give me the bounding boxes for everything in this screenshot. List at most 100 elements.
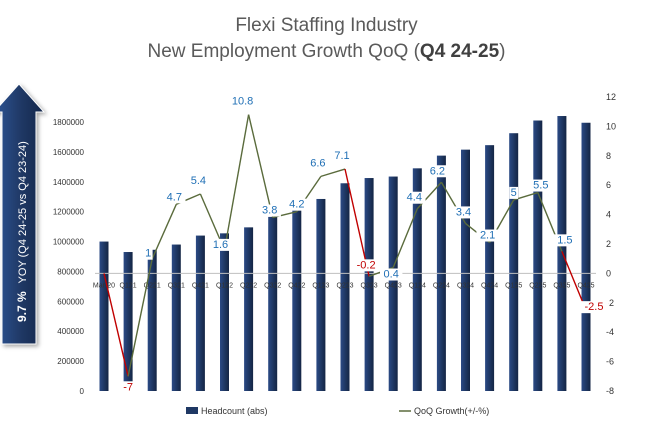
bar bbox=[268, 216, 278, 391]
x-tick-label: Mar-20 bbox=[93, 282, 115, 289]
yoy-arrow-shape bbox=[0, 83, 46, 345]
line-data-label: 1.6 bbox=[213, 239, 228, 251]
y-left-tick: 200000 bbox=[57, 357, 84, 366]
bar bbox=[581, 122, 591, 391]
line-data-label: 5 bbox=[511, 187, 517, 199]
bar bbox=[99, 241, 109, 391]
bar bbox=[195, 235, 205, 391]
x-tick-label: Q225 bbox=[529, 282, 546, 289]
line-data-label: 3.8 bbox=[262, 205, 277, 217]
y-right-tick: 4 bbox=[606, 210, 611, 220]
line-label-bg bbox=[143, 247, 153, 260]
line-segment bbox=[247, 114, 274, 218]
bar bbox=[461, 149, 470, 391]
y-right-tick: 12 bbox=[606, 92, 616, 102]
bar bbox=[533, 120, 543, 391]
bar bbox=[244, 227, 254, 391]
x-tick-label: Q322 bbox=[264, 282, 281, 289]
x-tick-label: Q124 bbox=[409, 282, 426, 289]
line-label-bg bbox=[258, 204, 281, 217]
line-data-label: 0.4 bbox=[384, 269, 399, 281]
line-label-bg bbox=[228, 95, 258, 108]
line-segment bbox=[344, 168, 370, 277]
y-left-tick: 0 bbox=[80, 387, 85, 396]
line-data-label: -0.2 bbox=[357, 259, 376, 271]
line-data-label: 1.5 bbox=[557, 234, 572, 246]
y-right-tick: -2 bbox=[606, 298, 614, 308]
x-tick-label: Q421 bbox=[192, 282, 209, 289]
x-tick-label: Q325 bbox=[553, 282, 570, 289]
line-label-bg bbox=[306, 157, 330, 170]
x-tick-label: Q425 bbox=[577, 282, 594, 289]
line-data-label: -2.5 bbox=[585, 301, 604, 313]
line-data-label: 4.7 bbox=[167, 191, 182, 203]
line-segment bbox=[127, 258, 153, 377]
yoy-callout: 9.7 % YOY (Q4 24-25 vs Q4 23-24) bbox=[0, 83, 46, 345]
line-label-bg bbox=[553, 234, 577, 247]
line-label-bg bbox=[163, 191, 186, 204]
line-label-bg bbox=[509, 186, 519, 199]
line-data-label: 6.6 bbox=[310, 157, 325, 169]
svg-text:9.7 % YOY (Q4 24-25 vs Q: 9.7 % YOY (Q4 24-25 vs Q4 23-24) bbox=[15, 141, 29, 322]
line-data-label: 10.8 bbox=[232, 96, 253, 108]
bar bbox=[340, 183, 350, 391]
line-label-bg bbox=[351, 259, 381, 272]
x-tick-label: Q424 bbox=[481, 282, 498, 289]
y-right-tick: 8 bbox=[606, 151, 611, 161]
line-label-bg bbox=[380, 268, 403, 281]
line-data-label: 5.4 bbox=[191, 175, 206, 187]
line-segment bbox=[561, 251, 587, 311]
line-label-bg bbox=[452, 206, 475, 219]
bar bbox=[364, 178, 374, 391]
line-label-bg bbox=[209, 238, 232, 251]
legend: Headcount (abs) QoQ Growth(+/-%) bbox=[186, 406, 489, 416]
line-data-label: 5.5 bbox=[533, 180, 548, 192]
y-left-tick: 1000000 bbox=[53, 238, 85, 247]
chart-title: Flexi Staffing Industry bbox=[235, 15, 418, 36]
x-tick-label: Q224 bbox=[433, 282, 450, 289]
bar bbox=[316, 198, 326, 391]
line-data-label: 4.4 bbox=[407, 192, 422, 204]
line-data-label: 3.4 bbox=[456, 206, 471, 218]
line-segment bbox=[103, 273, 129, 377]
line-segment bbox=[392, 208, 418, 268]
legend-line-label: QoQ Growth(+/-%) bbox=[414, 406, 489, 416]
yoy-text: YOY (Q4 24-25 vs Q4 23-24) bbox=[17, 141, 29, 283]
line-label-bg bbox=[187, 175, 210, 188]
y-right-tick: -8 bbox=[606, 386, 614, 396]
x-tick-label: Q321 bbox=[168, 282, 185, 289]
line-segment bbox=[320, 168, 346, 178]
line-data-label: 2.1 bbox=[480, 230, 495, 242]
line-label-bg bbox=[285, 198, 308, 211]
legend-bar-label: Headcount (abs) bbox=[201, 406, 268, 416]
bar bbox=[220, 233, 229, 391]
line-label-bg bbox=[120, 381, 136, 394]
line-label-bg bbox=[426, 165, 449, 178]
bar bbox=[171, 244, 181, 391]
line-series bbox=[103, 114, 587, 377]
y-right-tick: 2 bbox=[606, 239, 611, 249]
y-right-tick: -6 bbox=[606, 357, 614, 367]
x-axis-labels: Mar-20 Q121 Q221 Q321 Q421 Q122 Q222 Q322 Q422 Q1… bbox=[93, 282, 595, 289]
x-tick-label: Q122 bbox=[216, 282, 233, 289]
line-data-labels: -7 1 4.7 5.4 1.6 10.8 3.8 4.2 6.6 7.1 -0.2 0.4 4.4 6.… bbox=[120, 95, 609, 394]
bar bbox=[147, 249, 157, 391]
y-left-tick: 800000 bbox=[57, 267, 84, 276]
line-label-bg bbox=[330, 150, 354, 163]
line-segment bbox=[416, 181, 442, 210]
line-data-label: 4.2 bbox=[289, 199, 304, 211]
legend-bar-swatch bbox=[186, 407, 198, 414]
line-data-label: 7.1 bbox=[334, 150, 349, 162]
line-segment bbox=[272, 210, 297, 219]
y-left-tick: 1600000 bbox=[53, 148, 85, 157]
line-label-bg bbox=[476, 229, 499, 242]
x-tick-label: Q323 bbox=[361, 282, 378, 289]
line-label-bg bbox=[529, 179, 552, 192]
line-segment bbox=[223, 114, 250, 251]
y-left-tick: 600000 bbox=[57, 297, 84, 306]
y-axis-left: 0 200000 400000 600000 800000 1000000 1200000 1… bbox=[53, 118, 85, 396]
line-label-bg bbox=[403, 191, 426, 204]
line-segment bbox=[151, 204, 177, 259]
bar bbox=[412, 168, 422, 391]
